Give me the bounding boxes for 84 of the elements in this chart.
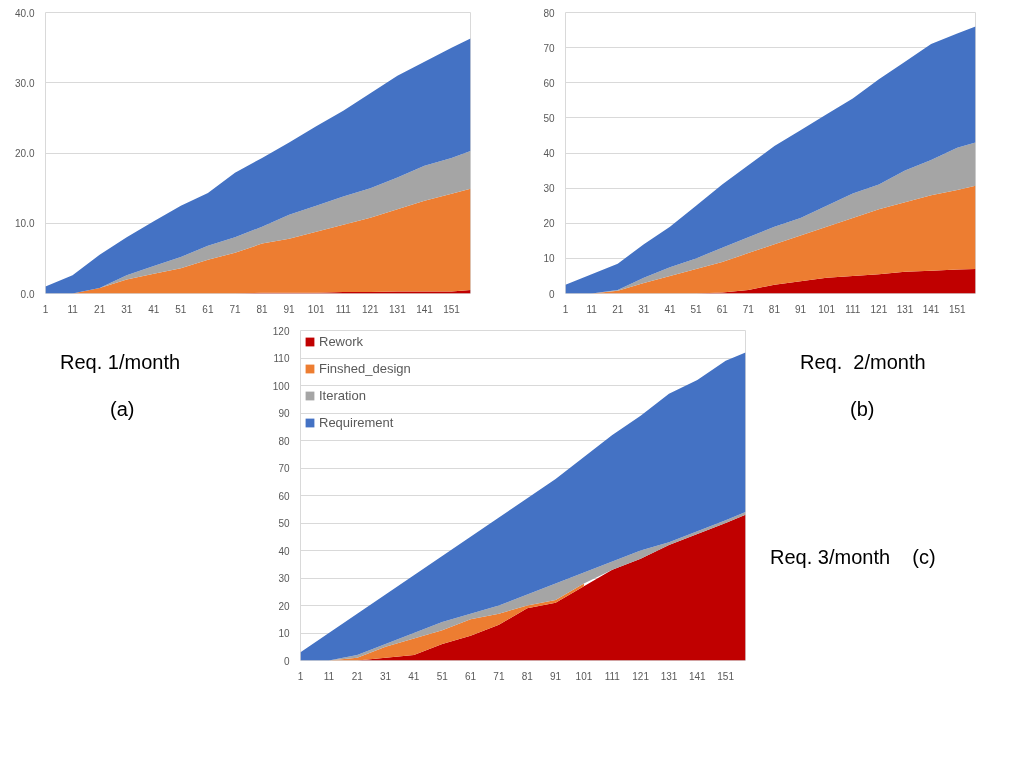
- x-tick-label: 51: [175, 303, 187, 315]
- x-tick-label: 121: [870, 303, 888, 315]
- x-tick-label: 41: [408, 670, 420, 682]
- legend-label: Iteration: [319, 388, 366, 403]
- x-tick-label: 61: [465, 670, 477, 682]
- y-tick-label: 60: [543, 77, 555, 89]
- legend-label: Requirement: [319, 415, 394, 430]
- y-tick-label: 80: [543, 7, 555, 19]
- x-tick-label: 51: [690, 303, 703, 315]
- x-tick-label: 51: [436, 670, 449, 682]
- x-tick-label: 141: [416, 303, 434, 315]
- x-tick-label: 101: [575, 670, 593, 682]
- y-tick-label: 80: [278, 435, 290, 447]
- x-tick-label: 141: [688, 670, 707, 682]
- x-tick-label: 131: [896, 303, 914, 315]
- x-tick-label: 21: [94, 303, 106, 315]
- x-tick-label: 81: [768, 303, 781, 315]
- text: Req. 2/month: [800, 350, 926, 375]
- x-tick-label: 151: [717, 670, 735, 682]
- x-tick-label: 1: [42, 303, 49, 315]
- y-tick-label: 50: [543, 112, 555, 124]
- x-tick-label: 81: [521, 670, 534, 682]
- x-tick-label: 41: [664, 303, 676, 315]
- y-tick-label: 30: [278, 573, 290, 584]
- x-tick-label: 31: [638, 303, 650, 315]
- y-tick-label: 110: [273, 353, 290, 364]
- y-tick-label: 10: [543, 253, 555, 265]
- y-tick-label: 20.0: [15, 148, 35, 159]
- y-tick-label: 10.0: [15, 218, 35, 230]
- x-tick-label: 91: [283, 303, 296, 315]
- x-tick-label: 111: [604, 670, 621, 682]
- x-tick-label: 131: [389, 303, 407, 315]
- x-tick-label: 151: [443, 303, 461, 315]
- x-tick-label: 151: [948, 303, 966, 315]
- x-tick-label: 111: [845, 303, 861, 315]
- y-tick-label: 60: [278, 490, 290, 502]
- x-tick-label: 91: [550, 670, 562, 682]
- legend-label: Rework: [319, 334, 364, 349]
- x-tick-label: 141: [922, 303, 940, 315]
- y-tick-label: 40: [543, 148, 555, 159]
- y-tick-label: 20: [543, 218, 555, 230]
- x-tick-label: 101: [818, 303, 836, 315]
- x-tick-label: 1: [562, 303, 569, 315]
- y-tick-label: 100: [272, 380, 290, 392]
- x-tick-label: 121: [632, 670, 650, 682]
- y-tick-label: 10: [278, 628, 290, 639]
- x-tick-label: 11: [586, 303, 598, 315]
- x-tick-label: 1: [297, 670, 304, 682]
- x-tick-label: 101: [307, 303, 325, 315]
- y-tick-label: 70: [278, 463, 290, 474]
- x-tick-label: 31: [121, 303, 133, 315]
- y-tick-label: 90: [278, 408, 290, 419]
- x-tick-label: 71: [742, 303, 755, 315]
- x-tick-label: 131: [660, 670, 678, 682]
- y-tick-label: 50: [278, 518, 290, 529]
- y-tick-label: 0: [283, 655, 290, 667]
- y-tick-label: 70: [543, 42, 555, 54]
- y-tick-label: 30.0: [15, 77, 35, 89]
- text: Req. 3/month (c): [770, 546, 936, 569]
- text: (b): [850, 396, 875, 422]
- x-tick-label: 41: [148, 303, 160, 315]
- y-tick-label: 40.0: [15, 7, 35, 19]
- x-tick-label: 121: [362, 303, 380, 315]
- x-tick-label: 81: [256, 303, 269, 315]
- y-tick-label: 20: [278, 600, 290, 612]
- x-tick-label: 61: [202, 303, 214, 315]
- x-tick-label: 71: [229, 303, 241, 315]
- y-tick-label: 0.0: [20, 288, 35, 300]
- x-tick-label: 61: [716, 303, 729, 315]
- x-tick-label: 111: [335, 303, 352, 315]
- text: (a): [110, 396, 135, 422]
- legend-label: Finshed_design: [319, 361, 411, 376]
- x-tick-label: 91: [794, 303, 807, 315]
- x-tick-label: 71: [493, 670, 505, 682]
- y-tick-label: 120: [272, 325, 290, 337]
- y-tick-label: 30: [543, 183, 555, 195]
- x-tick-label: 11: [323, 670, 335, 682]
- text: Req. 1/month: [60, 350, 181, 375]
- x-tick-label: 31: [379, 670, 392, 682]
- x-tick-label: 11: [67, 303, 79, 315]
- x-tick-label: 21: [351, 670, 364, 682]
- x-tick-label: 21: [612, 303, 624, 315]
- y-tick-label: 0: [548, 288, 555, 300]
- y-tick-label: 40: [278, 545, 290, 557]
